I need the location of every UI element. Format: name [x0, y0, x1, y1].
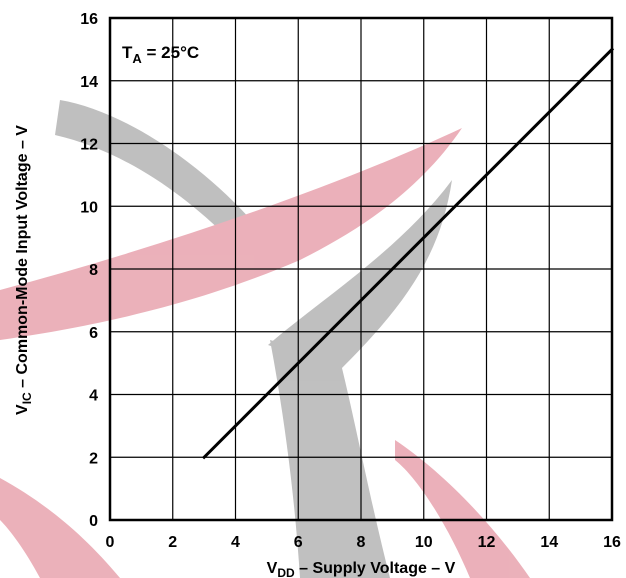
watermark-logo [0, 100, 530, 578]
grid-lines [110, 18, 612, 520]
x-tick-label-5: 10 [415, 534, 433, 551]
x-tick-label-3: 6 [294, 534, 303, 551]
x-tick-label-2: 4 [231, 534, 240, 551]
plot-frame [108, 16, 614, 522]
x-tick-label-8: 16 [603, 534, 621, 551]
x-tick-label-6: 12 [478, 534, 496, 551]
y-tick-label-5: 10 [80, 199, 98, 216]
watermark-swoosh-gray-bottom [270, 340, 390, 578]
x-tick-label-7: 14 [540, 534, 558, 551]
watermark-swoosh-gray-mid [268, 180, 452, 370]
y-tick-label-4: 8 [89, 262, 98, 279]
watermark-swoosh-red-bottom-left [0, 478, 120, 578]
y-tick-label-1: 2 [89, 450, 98, 467]
y-tick-label-2: 4 [89, 388, 98, 405]
y-tick-label-7: 14 [80, 74, 98, 91]
annotation-temperature: TA = 25°C [122, 43, 199, 66]
y-tick-label-3: 6 [89, 325, 98, 342]
watermark-swoosh-red-large [0, 128, 462, 340]
y-tick-label-0: 0 [89, 513, 98, 530]
x-tick-label-0: 0 [106, 534, 115, 551]
y-tick-label-8: 16 [80, 11, 98, 28]
y-axis-label: VIC – Common-Mode Input Voltage – V [14, 125, 34, 415]
x-tick-labels: 0 2 4 6 8 10 12 14 16 [106, 534, 621, 551]
watermark-swoosh-gray-top [55, 100, 260, 240]
series-group [202, 47, 615, 460]
series-line-0 [202, 47, 615, 460]
x-tick-label-4: 8 [357, 534, 366, 551]
x-axis-label: VDD – Supply Voltage – V [267, 560, 456, 578]
x-tick-label-1: 2 [168, 534, 177, 551]
y-tick-labels: 0 2 4 6 8 10 12 14 16 [80, 11, 98, 530]
watermark-swoosh-red-bottom-right [395, 440, 530, 578]
y-tick-label-6: 12 [80, 137, 98, 154]
